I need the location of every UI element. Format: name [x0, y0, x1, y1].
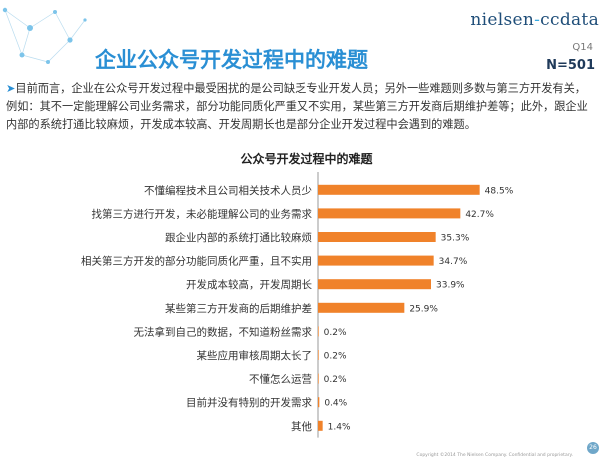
- bar: [318, 279, 431, 290]
- category-label: 找第三方进行开发，未必能理解公司的业务需求: [92, 207, 313, 220]
- value-label: 25.9%: [409, 304, 438, 314]
- category-label: 目前并没有特别的开发需求: [186, 396, 312, 409]
- bar: [318, 232, 436, 242]
- value-label: 0.2%: [324, 328, 347, 338]
- chart-title: 公众号开发过程中的难题: [240, 152, 373, 166]
- category-label: 某些应用审核周期太长了: [197, 349, 313, 362]
- value-label: 42.7%: [465, 210, 494, 220]
- value-label: 0.2%: [324, 375, 347, 385]
- category-label: 跟企业内部的系统打通比较麻烦: [165, 231, 312, 244]
- value-label: 33.9%: [436, 281, 465, 291]
- bar: [318, 326, 319, 337]
- intro-paragraph: ➤目前而言，企业在公众号开发过程中最受困扰的是公司缺乏专业开发人员；另外一些难题…: [6, 80, 591, 134]
- bar: [318, 397, 320, 408]
- bar: [318, 420, 323, 431]
- bar: [318, 208, 461, 219]
- category-label: 不懂编程技术且公司相关技术人员少: [144, 184, 312, 197]
- sample-size: N=501: [546, 58, 595, 73]
- page-number-badge: 26: [587, 442, 599, 454]
- bar: [318, 255, 434, 266]
- value-label: 48.5%: [485, 186, 514, 196]
- bar: [318, 302, 405, 313]
- bullet-arrow-icon: ➤: [6, 82, 16, 95]
- bar: [318, 184, 480, 195]
- page-title: 企业公众号开发过程中的难题: [95, 48, 368, 72]
- value-label: 1.4%: [328, 422, 351, 432]
- bar: [318, 373, 319, 384]
- value-label: 35.3%: [441, 234, 470, 244]
- intro-text: 目前而言，企业在公众号开发过程中最受困扰的是公司缺乏专业开发人员；另外一些难题则…: [6, 82, 588, 131]
- decorative-network-graphic: [2, 7, 87, 64]
- bar: [318, 350, 319, 360]
- brand-logo: nielsen-ccdata: [470, 10, 599, 30]
- value-label: 0.4%: [324, 399, 347, 409]
- copyright-footer: Copyright ©2014 The Nielsen Company. Con…: [416, 453, 573, 458]
- value-label: 34.7%: [439, 257, 468, 267]
- value-label: 0.2%: [324, 352, 347, 362]
- category-label: 相关第三方开发的部分功能同质化严重，且不实用: [81, 255, 312, 268]
- category-label: 某些第三方开发商的后期维护差: [165, 302, 312, 315]
- question-code: Q14: [572, 42, 593, 53]
- brand-name-a: nielsen: [470, 10, 535, 30]
- brand-name-b: ccdata: [540, 10, 599, 30]
- category-label: 无法拿到自己的数据，不知道粉丝需求: [134, 325, 313, 338]
- category-label: 开发成本较高，开发周期长: [186, 278, 312, 291]
- bar-chart: 不懂编程技术且公司相关技术人员少 48.5% 找第三方进行开发，未必能理解公司的业务…: [81, 172, 514, 438]
- brand-separator: -: [534, 10, 541, 30]
- category-label: 其他: [291, 420, 312, 433]
- category-label: 不懂怎么运营: [249, 373, 312, 386]
